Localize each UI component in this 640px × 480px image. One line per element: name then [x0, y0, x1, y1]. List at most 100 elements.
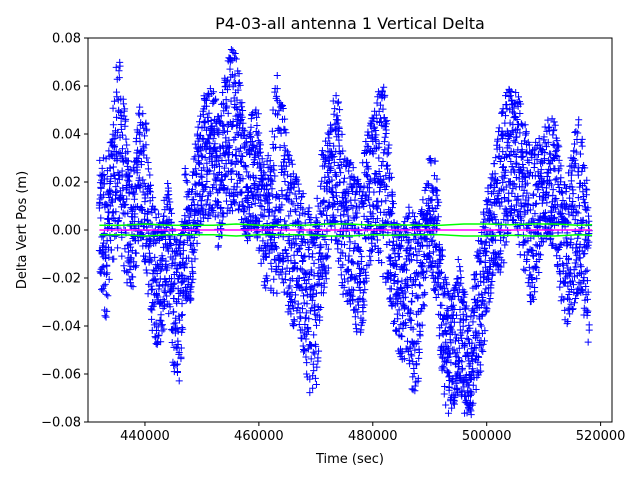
data-point	[431, 157, 439, 165]
data-point	[288, 296, 296, 304]
data-point	[224, 185, 232, 193]
data-point	[505, 93, 513, 101]
data-point	[522, 129, 530, 137]
data-point	[158, 321, 166, 329]
data-point	[213, 198, 221, 206]
data-point	[375, 154, 383, 162]
data-point	[413, 256, 421, 264]
data-point	[540, 194, 548, 202]
data-point	[255, 145, 263, 153]
data-point	[382, 162, 390, 170]
data-point	[569, 190, 577, 198]
data-point	[202, 183, 210, 191]
data-point	[387, 271, 395, 279]
data-point	[282, 146, 290, 154]
data-point	[228, 151, 236, 159]
data-point	[375, 107, 383, 115]
data-point	[428, 263, 436, 271]
data-point	[287, 179, 295, 187]
data-point	[256, 191, 264, 199]
data-point	[532, 200, 540, 208]
data-point	[100, 282, 108, 290]
y-axis: −0.08 −0.06 −0.04 −0.02 0.00 0.02 0.04 0.06 0.08	[41, 32, 88, 431]
data-point	[274, 111, 282, 119]
data-point	[155, 282, 163, 290]
data-point	[543, 199, 551, 207]
data-point	[242, 163, 250, 171]
data-point	[414, 374, 422, 382]
data-point	[489, 269, 497, 277]
data-point	[328, 176, 336, 184]
data-point	[319, 263, 327, 271]
data-point	[437, 251, 445, 259]
data-point	[198, 192, 206, 200]
data-point	[492, 154, 500, 162]
data-point	[309, 348, 317, 356]
data-point	[357, 184, 365, 192]
data-point	[191, 153, 199, 161]
data-point	[355, 283, 363, 291]
data-point	[565, 296, 573, 304]
data-point	[467, 313, 475, 321]
data-point	[133, 166, 141, 174]
data-point	[143, 125, 151, 133]
data-point	[563, 242, 571, 250]
data-point	[110, 143, 118, 151]
data-point	[312, 342, 320, 350]
data-point	[408, 352, 416, 360]
data-point	[142, 141, 150, 149]
data-point	[561, 181, 569, 189]
data-point	[435, 332, 443, 340]
data-point	[281, 177, 289, 185]
data-point	[509, 108, 517, 116]
data-point	[216, 185, 224, 193]
data-point	[200, 119, 208, 127]
data-point	[198, 181, 206, 189]
data-point	[359, 316, 367, 324]
data-point	[225, 81, 233, 89]
data-point	[568, 277, 576, 285]
data-point	[308, 296, 316, 304]
data-point	[551, 176, 559, 184]
data-point	[508, 96, 516, 104]
data-point	[447, 322, 455, 330]
data-point	[445, 373, 453, 381]
data-point	[361, 286, 369, 294]
data-point	[488, 278, 496, 286]
data-point	[349, 259, 357, 267]
data-point	[340, 241, 348, 249]
data-point	[134, 155, 142, 163]
data-point	[300, 345, 308, 353]
data-point	[463, 334, 471, 342]
data-point	[272, 242, 280, 250]
data-point	[270, 275, 278, 283]
data-point	[428, 204, 436, 212]
data-point	[265, 199, 273, 207]
data-point	[293, 176, 301, 184]
y-tick-label: −0.02	[41, 272, 81, 287]
data-point	[375, 168, 383, 176]
data-point	[188, 279, 196, 287]
data-point	[304, 207, 312, 215]
data-point	[100, 239, 108, 247]
data-point	[260, 161, 268, 169]
data-point	[251, 181, 259, 189]
data-point	[97, 214, 105, 222]
data-point	[404, 214, 412, 222]
data-point	[502, 238, 510, 246]
data-point	[401, 260, 409, 268]
data-point	[136, 137, 144, 145]
data-point	[119, 184, 127, 192]
data-point	[310, 331, 318, 339]
data-point	[273, 289, 281, 297]
data-point	[178, 311, 186, 319]
data-point	[257, 162, 265, 170]
data-point	[312, 380, 320, 388]
data-point	[353, 181, 361, 189]
data-point	[173, 368, 181, 376]
data-point	[398, 347, 406, 355]
data-point	[176, 244, 184, 252]
data-point	[584, 338, 592, 346]
data-point	[124, 148, 132, 156]
data-point	[256, 148, 264, 156]
